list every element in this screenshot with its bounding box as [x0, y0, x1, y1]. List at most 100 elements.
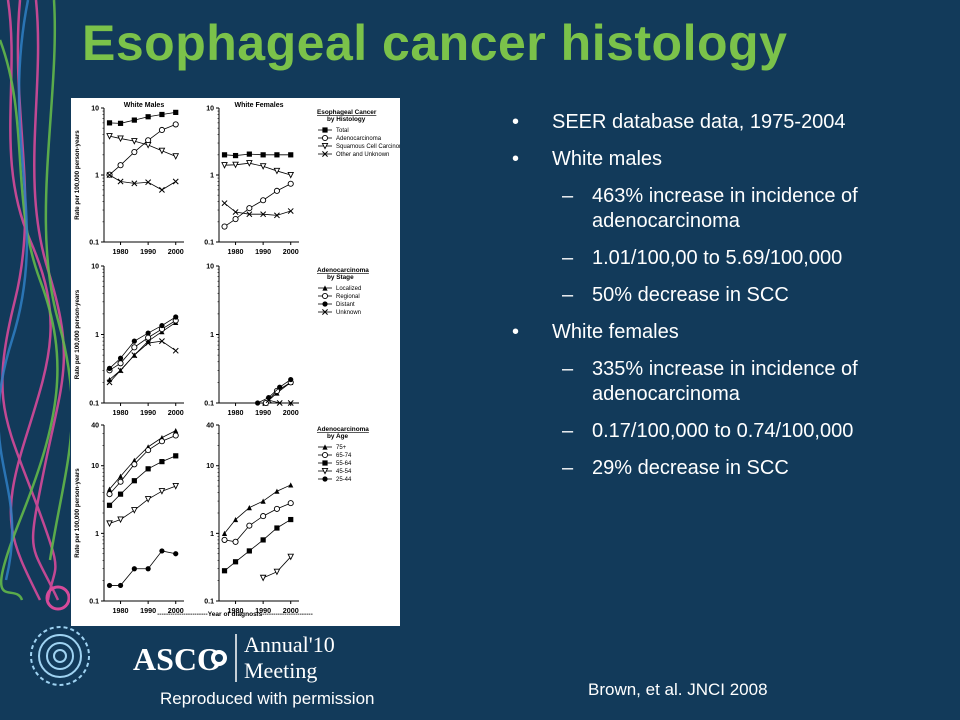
x-tick-label: 2000 [283, 606, 299, 615]
marker-circle-filled [266, 394, 272, 401]
marker-circle-filled [159, 548, 165, 554]
marker-circle-filled [322, 301, 328, 307]
marker-circle-open [321, 451, 329, 459]
marker-circle-open [145, 447, 152, 454]
marker-triangle-down [172, 153, 180, 160]
marker-square [106, 120, 113, 126]
legend-title: Esophageal Cancer [317, 109, 377, 116]
marker-circle-open [260, 197, 267, 204]
marker-triangle-down [144, 496, 152, 503]
marker-x [106, 172, 113, 178]
marker-triangle-down [106, 520, 113, 528]
marker-triangle-up [117, 473, 124, 479]
marker-triangle-down [158, 488, 166, 495]
marker-circle-filled [173, 551, 179, 557]
marker-x [232, 209, 239, 215]
marker-circle-open [131, 149, 138, 156]
marker-circle-open [117, 478, 124, 485]
marker-square [173, 453, 179, 459]
marker-circle-filled [106, 365, 113, 371]
y-axis-label: Rate per 100,000 person-years [74, 289, 81, 379]
marker-square [274, 525, 280, 531]
marker-triangle-down [287, 171, 295, 179]
marker-square [131, 117, 137, 123]
marker-x [260, 211, 267, 218]
citation: Brown, et al. JNCI 2008 [588, 680, 768, 699]
bullet-marker: – [562, 358, 574, 380]
marker-square [322, 127, 328, 133]
legend-label: Regional [336, 294, 360, 300]
slide-title: Esophageal cancer histology [82, 15, 788, 71]
legend-title: Adenocarcinoma [317, 426, 369, 433]
marker-triangle-down [259, 574, 267, 582]
marker-square [131, 478, 137, 484]
marker-circle-filled [131, 338, 137, 344]
marker-x [172, 178, 179, 185]
marker-x [145, 179, 152, 186]
marker-triangle-up [221, 530, 228, 536]
marker-circle-open [117, 162, 124, 169]
marker-triangle-up [322, 444, 328, 450]
x-tick-label: 1990 [140, 606, 156, 615]
marker-circle-open [273, 505, 280, 512]
marker-triangle-down [232, 161, 239, 169]
marker-x [287, 400, 294, 406]
marker-square [274, 152, 280, 158]
asco-annual-meeting-logo: ASCO Annual'10 Meeting [30, 626, 335, 686]
marker-circle-open [287, 180, 294, 187]
marker-circle-open [221, 223, 228, 230]
x-tick-label: 2000 [168, 606, 184, 615]
x-tick-label: 1980 [228, 606, 244, 615]
y-tick-label: 10 [91, 106, 99, 113]
marker-circle-open [172, 121, 179, 128]
marker-circle-open [172, 432, 179, 439]
y-tick-label: 0.1 [204, 401, 214, 408]
x-tick-label: 1980 [113, 408, 129, 417]
marker-triangle-down [158, 147, 166, 155]
bullet-text: 335% increase in incidence of adenocarci… [592, 358, 858, 405]
bullet-item: • White males [512, 147, 932, 172]
marker-square [260, 152, 266, 158]
marker-circle-open [117, 360, 124, 367]
logo-annual-text: Annual [244, 632, 309, 657]
marker-circle-filled [173, 314, 179, 320]
marker-x [131, 352, 138, 359]
bullet-text: 0.17/100,000 to 0.74/100,000 [592, 420, 854, 442]
bullet-item: –50% decrease in SCC [512, 283, 932, 308]
x-tick-label: 2000 [283, 247, 299, 256]
marker-square [232, 559, 239, 565]
marker-triangle-down [321, 142, 329, 150]
y-tick-label: 0.1 [89, 599, 99, 606]
bullet-text: White females [552, 321, 679, 343]
series-line [224, 162, 291, 176]
marker-x [276, 400, 283, 406]
marker-circle-open [158, 126, 165, 134]
marker-x [117, 367, 124, 374]
marker-circle-filled [106, 582, 113, 589]
chart-figure: Rate per 100,000 person-years 10 1 0.1 1980 1… [71, 98, 400, 626]
marker-square [145, 114, 151, 120]
bullet-item: –0.17/100,000 to 0.74/100,000 [512, 419, 932, 444]
y-tick-label: 10 [206, 264, 214, 271]
y-tick-label: 1 [210, 531, 214, 538]
marker-x [322, 309, 328, 315]
marker-triangle-up [106, 486, 113, 492]
y-tick-label: 10 [206, 463, 214, 470]
marker-square [117, 491, 124, 497]
marker-square [145, 466, 151, 472]
legend-title: by Stage [327, 274, 354, 281]
series-line [109, 550, 176, 586]
marker-circle-open [287, 500, 294, 507]
marker-circle-open [260, 513, 267, 520]
legend-label: 45-54 [336, 469, 352, 475]
y-tick-label: 10 [206, 106, 214, 113]
panel-title: White Males [124, 102, 165, 109]
marker-circle-open [131, 461, 138, 468]
marker-circle-filled [322, 476, 328, 482]
marker-circle-open [321, 134, 329, 142]
permission-note: Reproduced with permission [160, 689, 375, 708]
marker-square [322, 460, 328, 466]
marker-circle-open [273, 187, 280, 194]
marker-square [106, 502, 113, 508]
x-tick-label: 1990 [255, 606, 271, 615]
